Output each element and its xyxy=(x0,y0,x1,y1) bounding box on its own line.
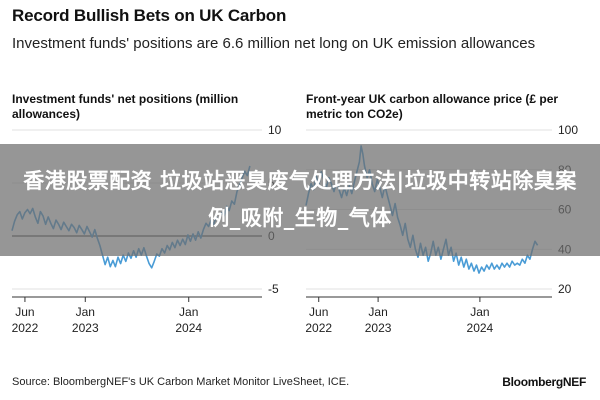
right-panel-title: Front-year UK carbon allowance price (£ … xyxy=(306,92,559,121)
positions-x-tick-label: Jan xyxy=(76,305,95,319)
price-x-tick-label: Jun xyxy=(309,305,328,319)
price-x-tick-label: 2024 xyxy=(467,321,494,335)
price-x-tick-label: Jan xyxy=(470,305,489,319)
chart-title: Record Bullish Bets on UK Carbon xyxy=(12,6,287,25)
price-x-tick-label: 2023 xyxy=(365,321,392,335)
positions-x-tick-label: 2024 xyxy=(175,321,202,335)
price-y-tick-label: 20 xyxy=(558,282,572,296)
price-x-tick-label: Jan xyxy=(368,305,387,319)
watermark-overlay: 香港股票配资 垃圾站恶臭废气处理方法|垃圾中转站除臭案例_吸附_生物_气体 xyxy=(0,144,600,256)
positions-y-tick-label: 10 xyxy=(268,123,282,137)
positions-x-tick-label: Jun xyxy=(15,305,34,319)
positions-y-tick-label: -5 xyxy=(268,282,279,296)
positions-x-tick-label: 2022 xyxy=(12,321,39,335)
left-panel-title: Investment funds' net positions (million… xyxy=(12,92,239,121)
source-note: Source: BloombergNEF's UK Carbon Market … xyxy=(12,376,350,388)
overlay-text: 香港股票配资 垃圾站恶臭废气处理方法|垃圾中转站除臭案例_吸附_生物_气体 xyxy=(23,169,577,230)
positions-x-tick-label: Jan xyxy=(179,305,198,319)
price-y-tick-label: 100 xyxy=(558,123,578,137)
chart-subtitle: Investment funds' positions are 6.6 mill… xyxy=(12,35,536,52)
positions-x-tick-label: 2023 xyxy=(72,321,99,335)
brand-logo: BloombergNEF xyxy=(502,375,586,389)
price-x-tick-label: 2022 xyxy=(305,321,332,335)
